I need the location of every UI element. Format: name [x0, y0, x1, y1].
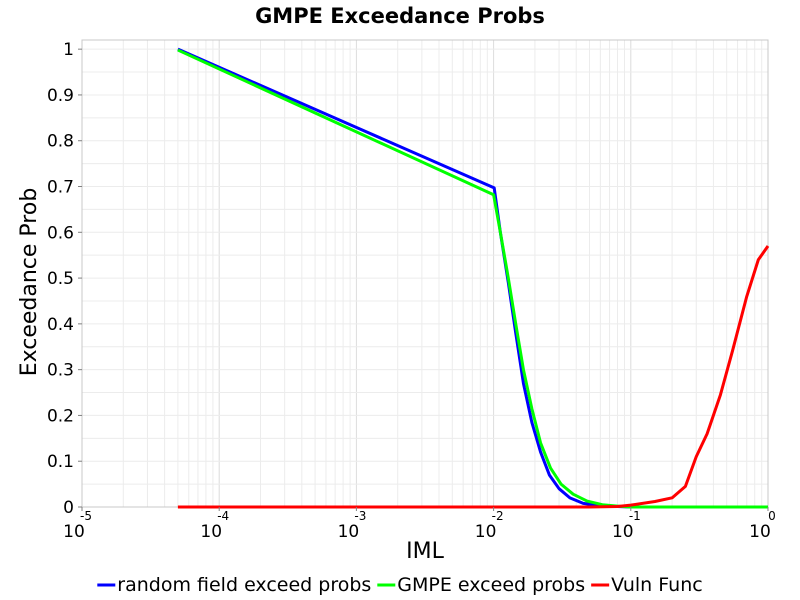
x-axis-label: IML [406, 539, 444, 564]
y-tick-label: 1 [63, 40, 74, 60]
x-tick-exponent: 0 [768, 509, 776, 523]
chart-title: GMPE Exceedance Probs [255, 4, 545, 28]
legend-item-2: GMPE exceed probs [377, 574, 585, 596]
y-tick-label: 0.5 [47, 269, 74, 289]
legend-label: random field exceed probs [117, 574, 371, 596]
y-axis-label: Exceedance Prob [17, 188, 42, 377]
x-tick-exponent: -5 [80, 509, 92, 523]
y-tick-label: 0.4 [47, 315, 74, 335]
y-tick-label: 0.9 [47, 86, 74, 106]
legend-label: GMPE exceed probs [397, 574, 585, 596]
x-tick-base: 10 [612, 522, 634, 542]
y-tick-label: 0.6 [47, 223, 74, 243]
series-line-3 [177, 245, 770, 509]
x-tick-base: 10 [749, 522, 771, 542]
x-tick-exponent: -2 [492, 509, 504, 523]
x-tick-exponent: -1 [629, 509, 641, 523]
x-tick-label: 10-4 [200, 509, 229, 542]
x-tick-base: 10 [200, 522, 222, 542]
y-tick-label: 0.2 [47, 406, 74, 426]
x-tick-label: 100 [749, 509, 776, 542]
y-tick-label: 0.7 [47, 178, 74, 198]
x-tick-base: 10 [338, 522, 360, 542]
legend-item-1: random field exceed probs [97, 574, 371, 596]
y-tick-label: 0.1 [47, 452, 74, 472]
legend: random field exceed probs GMPE exceed pro… [97, 574, 703, 596]
x-tick-base: 10 [475, 522, 497, 542]
x-tick-base: 10 [63, 522, 85, 542]
legend-item-3: Vuln Func [591, 574, 703, 596]
x-tick-label: 10-5 [63, 509, 92, 542]
series-layer [177, 47, 770, 509]
x-tick-label: 10-3 [338, 509, 367, 542]
legend-label: Vuln Func [611, 574, 703, 596]
x-tick-exponent: -4 [217, 509, 229, 523]
y-tick-label: 0 [63, 498, 74, 518]
x-tick-label: 10-2 [475, 509, 504, 542]
grid [81, 40, 769, 507]
y-tick-label: 0.8 [47, 132, 74, 152]
y-tick-label: 0.3 [47, 361, 74, 381]
y-axis-ticks: 0 0.1 0.2 0.3 0.4 0.5 0.6 0.7 0.8 0.9 1 [47, 40, 82, 518]
plot-area [82, 40, 768, 507]
x-tick-exponent: -3 [354, 509, 366, 523]
x-tick-label: 10-1 [612, 509, 641, 542]
